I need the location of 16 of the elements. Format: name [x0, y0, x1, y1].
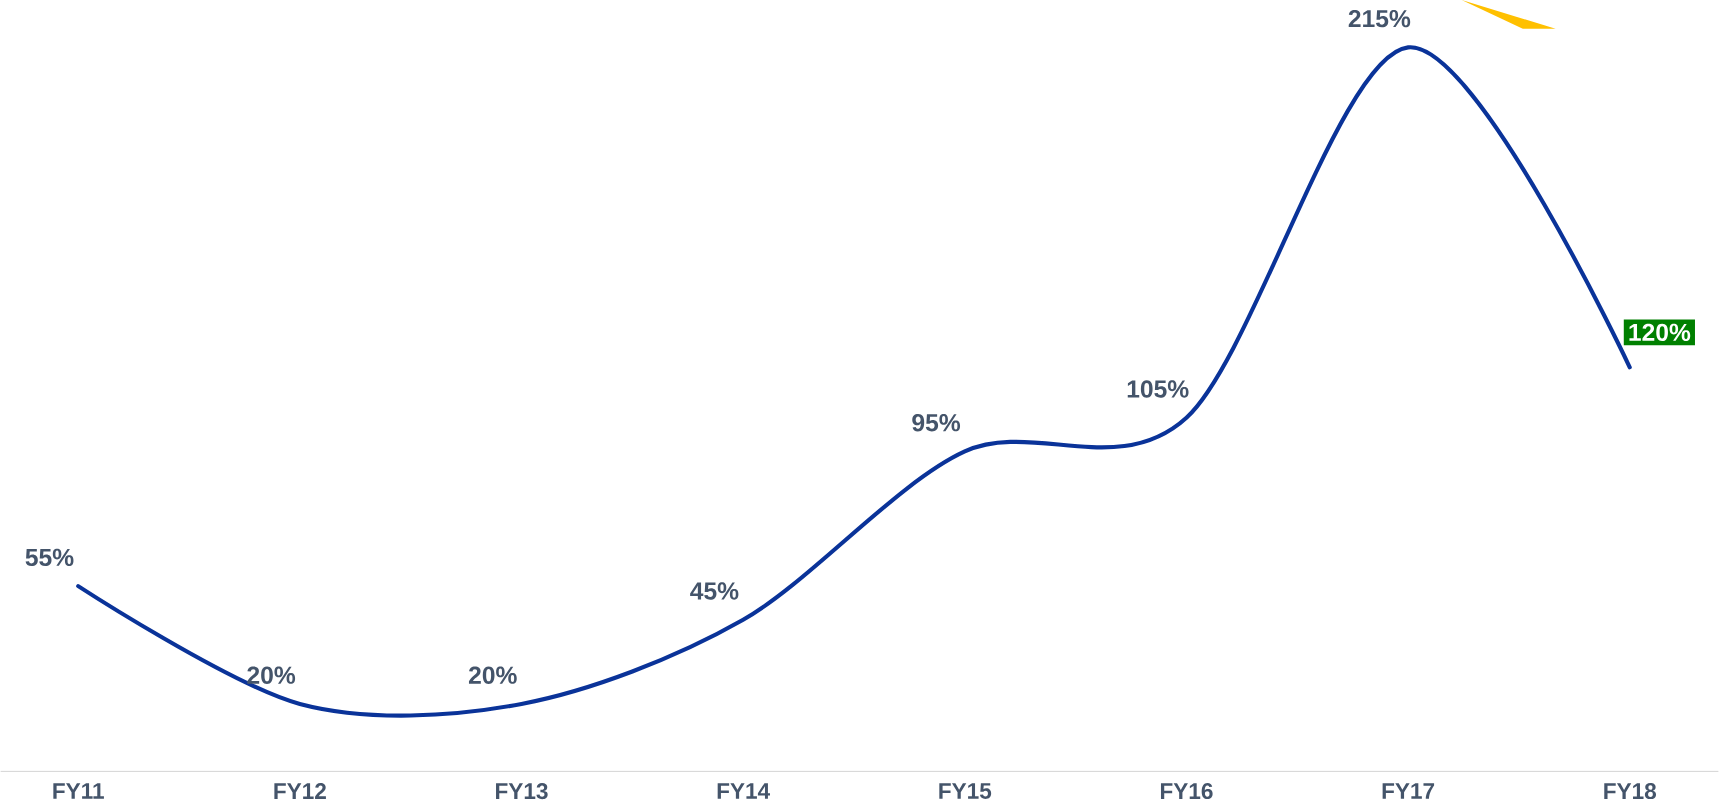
data-label: 55%	[25, 548, 74, 567]
data-label: 20%	[247, 666, 296, 685]
x-tick-label: FY14	[717, 783, 771, 799]
x-tick-label: FY17	[1382, 783, 1435, 799]
x-tick-label: FY15	[939, 783, 992, 800]
x-tick-label: FY13	[496, 783, 548, 800]
x-tick-label: FY11	[53, 783, 104, 799]
data-label: 95%	[912, 414, 961, 432]
x-tick-label: FY16	[1160, 783, 1213, 800]
x-tick-label: FY18	[1604, 783, 1657, 800]
data-label: 20%	[468, 666, 517, 685]
data-label: 45%	[690, 582, 739, 600]
data-label: 215%	[1348, 10, 1411, 28]
data-label: 105%	[1127, 380, 1189, 398]
data-label: 120%	[1629, 323, 1691, 342]
x-tick-label: FY12	[274, 783, 326, 800]
